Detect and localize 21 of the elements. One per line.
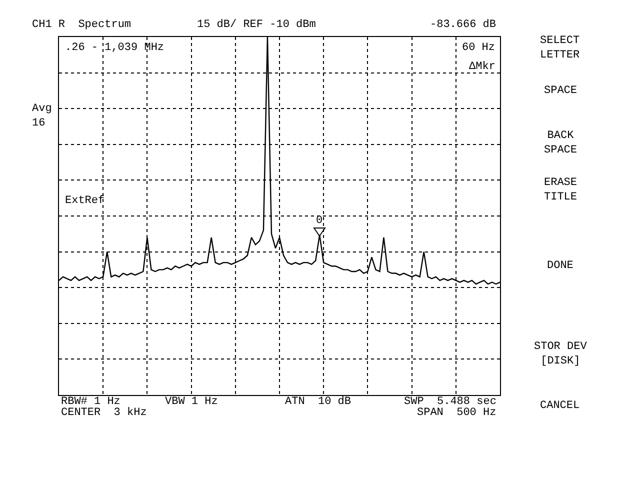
text: RBW# 1 Hz xyxy=(61,396,120,408)
annotation: 60 Hz xyxy=(462,42,496,54)
text: SPAN 500 Hz xyxy=(417,407,496,419)
text: DONE xyxy=(547,260,574,272)
text: VBW 1 Hz xyxy=(165,396,218,408)
annotation: ExtRef xyxy=(65,195,105,207)
text: ERASE TITLE xyxy=(544,177,578,204)
text: -83.666 dB xyxy=(430,19,496,31)
annotation: .26 - 1,039 MHz xyxy=(65,42,164,54)
text: CENTER 3 kHz xyxy=(61,407,147,419)
text: CANCEL xyxy=(540,400,580,412)
text: 15 dB/ REF -10 dBm xyxy=(197,19,316,31)
text: STOR DEV [DISK] xyxy=(534,341,588,368)
text: ATN 10 dB xyxy=(285,396,352,408)
text: SWP 5.488 sec xyxy=(404,396,496,408)
text: CH1 R Spectrum xyxy=(32,19,132,31)
text: SPACE xyxy=(544,85,578,97)
text: Avg 16 xyxy=(32,103,52,130)
annotation: ΔMkr xyxy=(469,61,496,73)
text: SELECT LETTER xyxy=(540,35,580,62)
text: BACK SPACE xyxy=(544,130,578,156)
